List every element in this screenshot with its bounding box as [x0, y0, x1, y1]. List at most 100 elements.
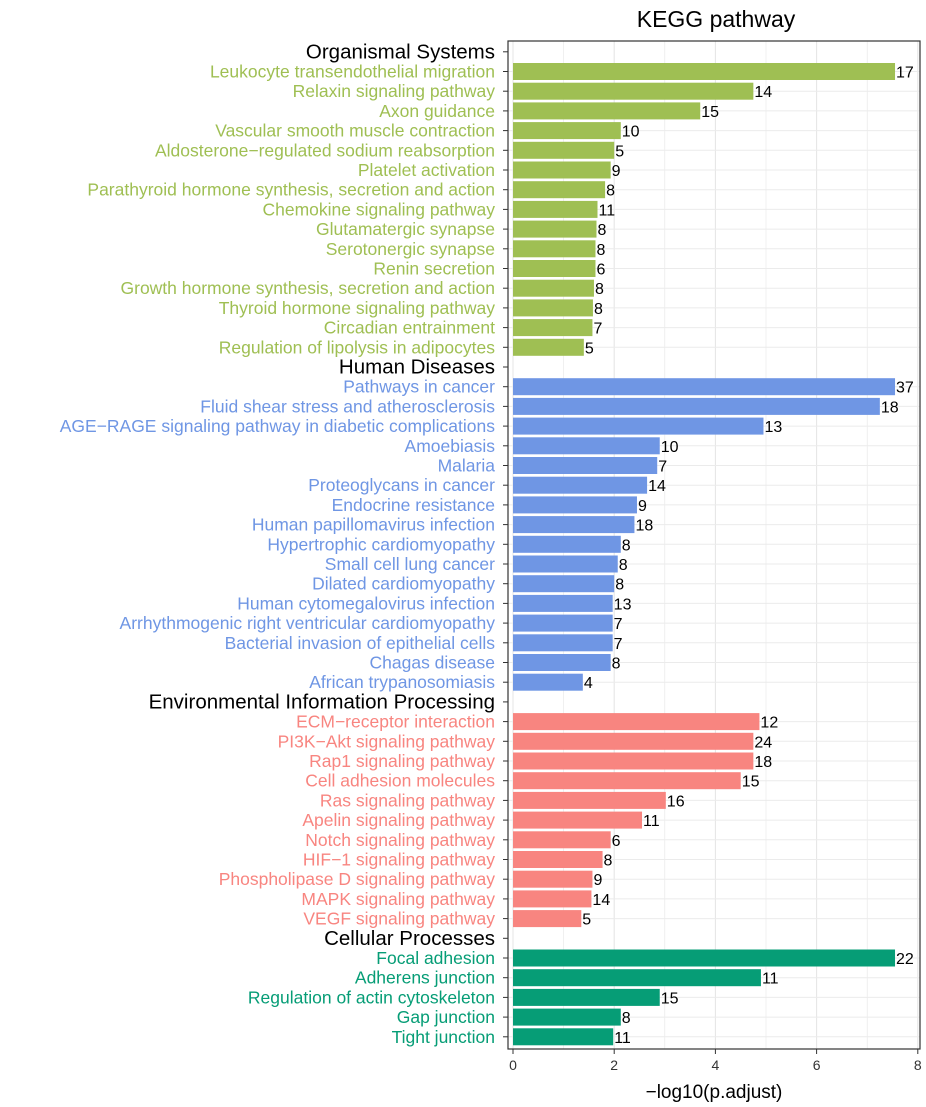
- bar: [513, 555, 618, 573]
- category-label: PI3K−Akt signaling pathway: [278, 731, 496, 751]
- count-label: 11: [599, 202, 616, 219]
- count-label: 17: [896, 65, 914, 82]
- category-label: Cell adhesion molecules: [305, 771, 495, 791]
- bar: [513, 949, 896, 967]
- category-label: Malaria: [438, 456, 496, 476]
- bar: [513, 437, 660, 455]
- group-header: Cellular Processes: [324, 927, 495, 950]
- bar: [513, 910, 582, 928]
- count-label: 16: [667, 793, 685, 810]
- category-label: Circadian entrainment: [324, 318, 495, 338]
- category-label: Growth hormone synthesis, secretion and …: [121, 278, 496, 298]
- bar: [513, 988, 660, 1006]
- count-label: 15: [661, 990, 679, 1007]
- bar: [513, 969, 761, 987]
- bar: [513, 752, 754, 770]
- count-label: 8: [612, 656, 621, 673]
- count-label: 14: [648, 478, 666, 495]
- bar: [513, 1008, 621, 1026]
- bar: [513, 397, 880, 415]
- category-label: Regulation of lipolysis in adipocytes: [219, 337, 496, 357]
- category-label: Rap1 signaling pathway: [309, 751, 495, 771]
- category-label: ECM−receptor interaction: [296, 712, 495, 732]
- bar: [513, 870, 593, 888]
- count-label: 10: [622, 124, 640, 141]
- count-label: 8: [604, 853, 613, 870]
- bar: [513, 772, 741, 790]
- category-label: AGE−RAGE signaling pathway in diabetic c…: [60, 416, 496, 436]
- category-label: Axon guidance: [379, 101, 495, 121]
- count-label: 15: [742, 774, 760, 791]
- count-label: 9: [638, 498, 647, 515]
- count-label: 8: [615, 577, 624, 594]
- count-label: 8: [622, 1010, 631, 1027]
- count-label: 11: [614, 1030, 631, 1047]
- count-label: 13: [764, 419, 782, 436]
- category-label: Pathways in cancer: [343, 377, 495, 397]
- x-axis-title: −log10(p.adjust): [646, 1082, 783, 1103]
- count-label: 11: [643, 813, 660, 830]
- bar: [513, 82, 754, 100]
- category-label: Regulation of actin cytoskeleton: [248, 987, 495, 1007]
- category-label: Tight junction: [392, 1027, 495, 1047]
- bar: [513, 476, 648, 494]
- count-label: 18: [754, 754, 772, 771]
- category-label: Arrhythmogenic right ventricular cardiom…: [120, 613, 496, 633]
- bar: [513, 654, 611, 671]
- category-label: Platelet activation: [358, 160, 495, 180]
- x-tick-label: 8: [914, 1057, 922, 1073]
- category-label: Leukocyte transendothelial migration: [210, 62, 495, 82]
- bar: [513, 122, 621, 140]
- bar: [513, 457, 658, 474]
- bar: [513, 831, 611, 849]
- category-label: Parathyroid hormone synthesis, secretion…: [87, 180, 495, 200]
- category-label: Amoebiasis: [405, 436, 496, 456]
- plot-panel-border: [507, 40, 921, 1050]
- bar: [513, 535, 621, 553]
- bar: [513, 161, 611, 179]
- category-label: Fluid shear stress and atherosclerosis: [200, 396, 495, 416]
- bar: [513, 181, 606, 199]
- category-label: Adherens junction: [355, 968, 495, 988]
- bar: [513, 811, 643, 829]
- count-label: 12: [760, 715, 778, 732]
- bar: [513, 220, 597, 238]
- count-label: 7: [593, 321, 602, 338]
- category-label: Small cell lung cancer: [325, 554, 495, 574]
- x-tick-label: 2: [610, 1057, 618, 1073]
- category-label: Gap junction: [397, 1007, 495, 1027]
- count-label: 22: [896, 951, 914, 968]
- count-label: 7: [614, 636, 623, 653]
- bar: [513, 279, 594, 297]
- count-label: 18: [635, 518, 653, 535]
- count-label: 9: [593, 872, 602, 889]
- count-label: 8: [594, 301, 603, 318]
- count-label: 9: [612, 163, 621, 180]
- count-label: 37: [896, 380, 914, 397]
- count-label: 14: [592, 892, 610, 909]
- count-label: 8: [596, 242, 605, 259]
- category-label: Glutamatergic synapse: [316, 219, 495, 239]
- bar: [513, 378, 896, 396]
- count-label: 11: [762, 971, 779, 988]
- bar: [513, 299, 593, 317]
- x-tick-label: 0: [509, 1057, 517, 1073]
- category-label: Serotonergic synapse: [326, 239, 495, 259]
- bar: [513, 200, 598, 218]
- bar: [513, 417, 764, 435]
- bar: [513, 240, 596, 258]
- count-label: 8: [595, 281, 604, 298]
- category-label: HIF−1 signaling pathway: [303, 850, 495, 870]
- bar: [513, 594, 613, 612]
- bar: [513, 851, 603, 868]
- bar: [513, 319, 593, 337]
- bar: [513, 102, 701, 120]
- count-label: 5: [615, 143, 624, 160]
- count-label: 8: [619, 557, 628, 574]
- bar: [513, 713, 760, 731]
- category-label: VEGF signaling pathway: [303, 909, 495, 929]
- count-labels: 1714151059811886887537181310714918888137…: [582, 65, 914, 1047]
